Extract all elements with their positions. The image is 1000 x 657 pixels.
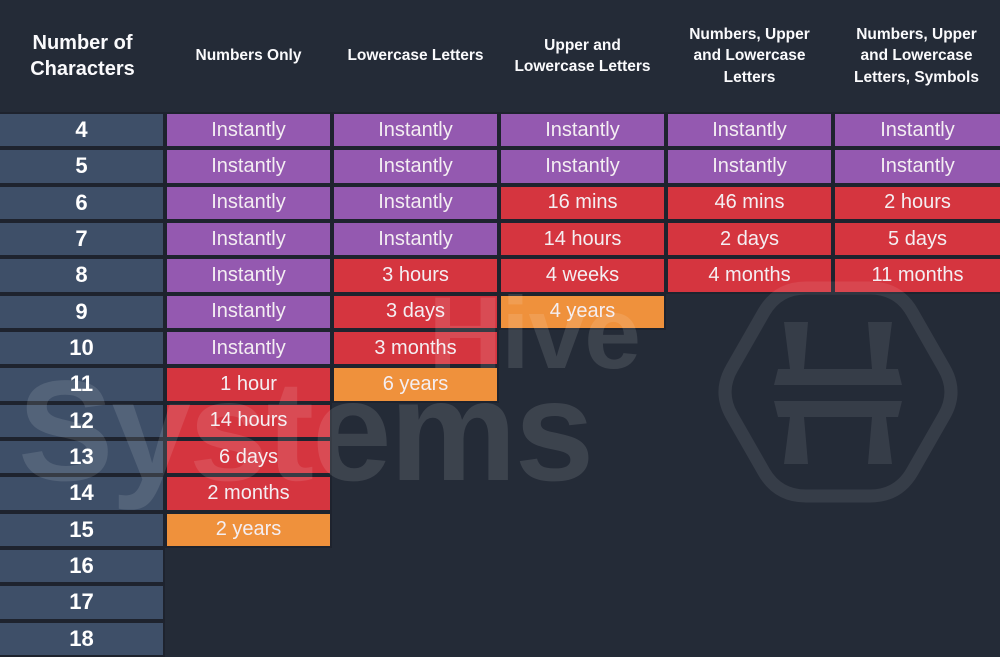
empty-cell — [833, 294, 1000, 330]
time-cell: Instantly — [666, 112, 833, 149]
empty-cell — [332, 584, 499, 620]
time-cell: 46 mins — [666, 184, 833, 221]
empty-cell — [499, 403, 666, 439]
empty-cell — [332, 621, 499, 657]
row-chars-cell: 7 — [0, 220, 165, 258]
empty-cell — [833, 366, 1000, 402]
time-cell: 6 days — [165, 438, 332, 476]
time-cell: 16 mins — [499, 184, 666, 221]
time-cell: 4 weeks — [499, 257, 666, 294]
empty-cell — [666, 294, 833, 330]
row-chars-cell: 14 — [0, 475, 165, 512]
time-cell: 14 hours — [165, 402, 332, 439]
time-cell: Instantly — [332, 220, 499, 258]
row-chars-cell: 5 — [0, 148, 165, 185]
column-header-4: Numbers, Upper and Lowercase Letters — [689, 25, 810, 86]
empty-cell — [666, 475, 833, 511]
row-chars-cell: 16 — [0, 547, 165, 585]
column-header-0: Number of Characters — [30, 32, 135, 80]
time-cell: 2 years — [165, 511, 332, 548]
empty-cell — [332, 475, 499, 511]
empty-cell — [332, 403, 499, 439]
empty-cell — [833, 403, 1000, 439]
time-cell: Instantly — [165, 220, 332, 258]
row-chars-cell: 12 — [0, 402, 165, 439]
time-cell: 4 years — [499, 293, 666, 330]
time-cell: Instantly — [666, 148, 833, 185]
time-cell: Instantly — [165, 329, 332, 367]
time-cell: Instantly — [332, 148, 499, 185]
row-chars-cell: 15 — [0, 511, 165, 548]
empty-cell — [833, 584, 1000, 620]
empty-cell — [332, 548, 499, 584]
time-cell: Instantly — [332, 184, 499, 221]
empty-cell — [833, 512, 1000, 548]
time-cell: Instantly — [332, 112, 499, 149]
empty-cell — [833, 475, 1000, 511]
time-cell: Instantly — [165, 184, 332, 221]
column-header-1: Numbers Only — [195, 47, 302, 65]
row-chars-cell: 11 — [0, 366, 165, 403]
empty-cell — [499, 548, 666, 584]
time-cell: Instantly — [165, 112, 332, 149]
empty-cell — [499, 475, 666, 511]
empty-cell — [833, 548, 1000, 584]
time-cell: 6 years — [332, 366, 499, 403]
time-cell: 2 days — [666, 220, 833, 258]
row-chars-cell: 8 — [0, 257, 165, 294]
empty-cell — [499, 584, 666, 620]
row-chars-cell: 13 — [0, 438, 165, 476]
empty-cell — [666, 439, 833, 475]
time-cell: Instantly — [165, 148, 332, 185]
column-header-3: Upper and Lowercase Letters — [514, 36, 651, 75]
time-cell: 1 hour — [165, 366, 332, 403]
row-chars-cell: 17 — [0, 584, 165, 621]
empty-cell — [833, 439, 1000, 475]
empty-cell — [666, 403, 833, 439]
empty-cell — [499, 621, 666, 657]
row-chars-cell: 10 — [0, 329, 165, 367]
time-cell: 4 months — [666, 257, 833, 294]
row-chars-cell: 9 — [0, 293, 165, 330]
empty-cell — [499, 512, 666, 548]
time-cell: Instantly — [499, 112, 666, 149]
time-cell: 2 hours — [833, 184, 1000, 221]
empty-cell — [666, 621, 833, 657]
empty-cell — [499, 439, 666, 475]
column-header-2: Lowercase Letters — [347, 47, 484, 65]
empty-cell — [833, 621, 1000, 657]
empty-cell — [332, 439, 499, 475]
column-header-5: Numbers, Upper and Lowercase Letters, Sy… — [854, 25, 979, 86]
time-cell: 14 hours — [499, 220, 666, 258]
empty-cell — [666, 330, 833, 366]
empty-cell — [499, 330, 666, 366]
empty-cell — [165, 621, 332, 657]
time-cell: 3 months — [332, 329, 499, 367]
time-cell: 3 hours — [332, 257, 499, 294]
time-cell: 3 days — [332, 293, 499, 330]
empty-cell — [332, 512, 499, 548]
time-cell: 5 days — [833, 220, 1000, 258]
time-cell: Instantly — [165, 257, 332, 294]
time-cell: Instantly — [833, 112, 1000, 149]
empty-cell — [666, 548, 833, 584]
time-cell: Instantly — [165, 293, 332, 330]
empty-cell — [165, 548, 332, 584]
row-chars-cell: 6 — [0, 184, 165, 221]
row-chars-cell: 18 — [0, 620, 165, 657]
empty-cell — [165, 584, 332, 620]
empty-cell — [499, 366, 666, 402]
empty-cell — [666, 512, 833, 548]
empty-cell — [833, 330, 1000, 366]
empty-cell — [666, 366, 833, 402]
empty-cell — [666, 584, 833, 620]
time-cell: 2 months — [165, 475, 332, 512]
time-cell: Instantly — [833, 148, 1000, 185]
time-cell: Instantly — [499, 148, 666, 185]
row-chars-cell: 4 — [0, 112, 165, 149]
time-cell: 11 months — [833, 257, 1000, 294]
